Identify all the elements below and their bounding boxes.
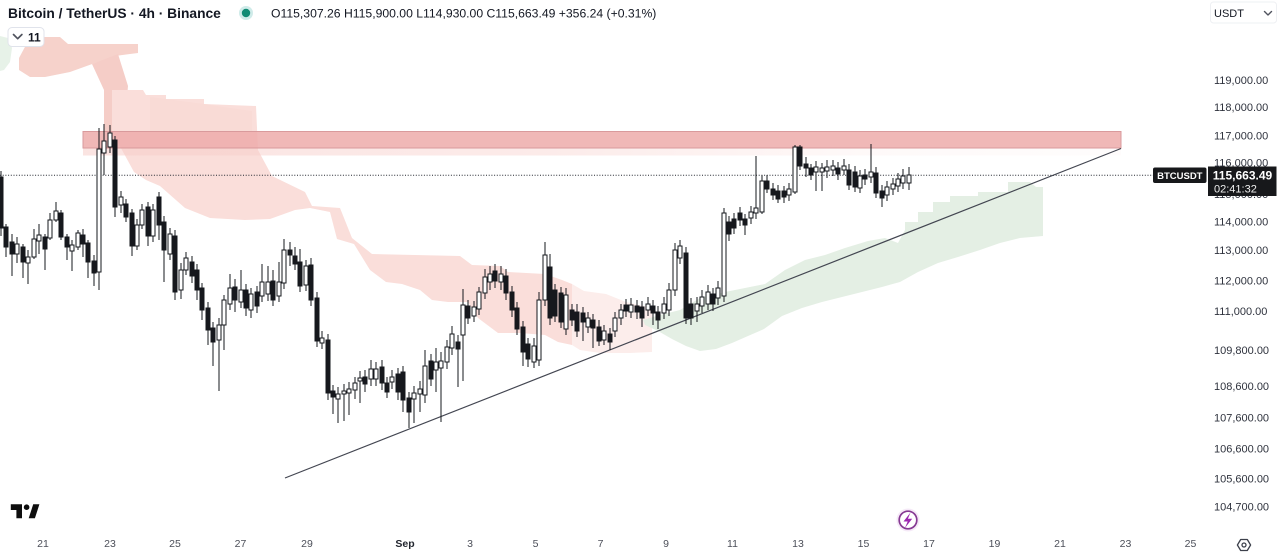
svg-text:11: 11	[28, 31, 41, 45]
svg-text:15: 15	[858, 538, 870, 550]
svg-text:BTCUSDT: BTCUSDT	[1157, 171, 1203, 182]
svg-text:9: 9	[663, 538, 669, 550]
svg-text:7: 7	[598, 538, 604, 550]
svg-text:Bitcoin / TetherUS · 4h · Bina: Bitcoin / TetherUS · 4h · Binance	[8, 6, 221, 21]
svg-text:O115,307.26 H115,900.00 L114,9: O115,307.26 H115,900.00 L114,930.00 C115…	[271, 7, 656, 21]
svg-text:113,000.00: 113,000.00	[1214, 245, 1268, 257]
svg-text:115,663.49: 115,663.49	[1213, 169, 1273, 183]
svg-text:111,000.00: 111,000.00	[1214, 306, 1267, 318]
svg-text:3: 3	[467, 538, 473, 550]
svg-text:106,600.00: 106,600.00	[1214, 444, 1269, 456]
svg-text:114,000.00: 114,000.00	[1214, 217, 1268, 229]
svg-text:11: 11	[727, 538, 738, 550]
svg-text:27: 27	[235, 538, 247, 550]
svg-text:USDT: USDT	[1214, 8, 1244, 20]
svg-text:25: 25	[169, 538, 181, 550]
svg-text:112,000.00: 112,000.00	[1214, 276, 1268, 288]
svg-text:25: 25	[1185, 538, 1197, 550]
svg-text:5: 5	[533, 538, 539, 550]
svg-text:23: 23	[104, 538, 116, 550]
svg-text:02:41:32: 02:41:32	[1214, 184, 1257, 196]
svg-text:21: 21	[37, 538, 49, 550]
svg-text:105,600.00: 105,600.00	[1214, 474, 1269, 486]
svg-text:21: 21	[1054, 538, 1066, 550]
svg-text:23: 23	[1120, 538, 1132, 550]
svg-text:104,700.00: 104,700.00	[1214, 502, 1269, 514]
svg-text:13: 13	[792, 538, 804, 550]
svg-text:Sep: Sep	[395, 538, 414, 550]
svg-text:117,000.00: 117,000.00	[1214, 131, 1268, 143]
svg-text:109,800.00: 109,800.00	[1214, 345, 1269, 357]
svg-text:107,600.00: 107,600.00	[1214, 413, 1269, 425]
svg-text:119,000.00: 119,000.00	[1214, 75, 1268, 87]
svg-text:17: 17	[923, 538, 935, 550]
svg-text:19: 19	[989, 538, 1001, 550]
svg-text:29: 29	[301, 538, 313, 550]
svg-text:118,000.00: 118,000.00	[1214, 102, 1268, 114]
svg-text:108,600.00: 108,600.00	[1214, 381, 1269, 393]
